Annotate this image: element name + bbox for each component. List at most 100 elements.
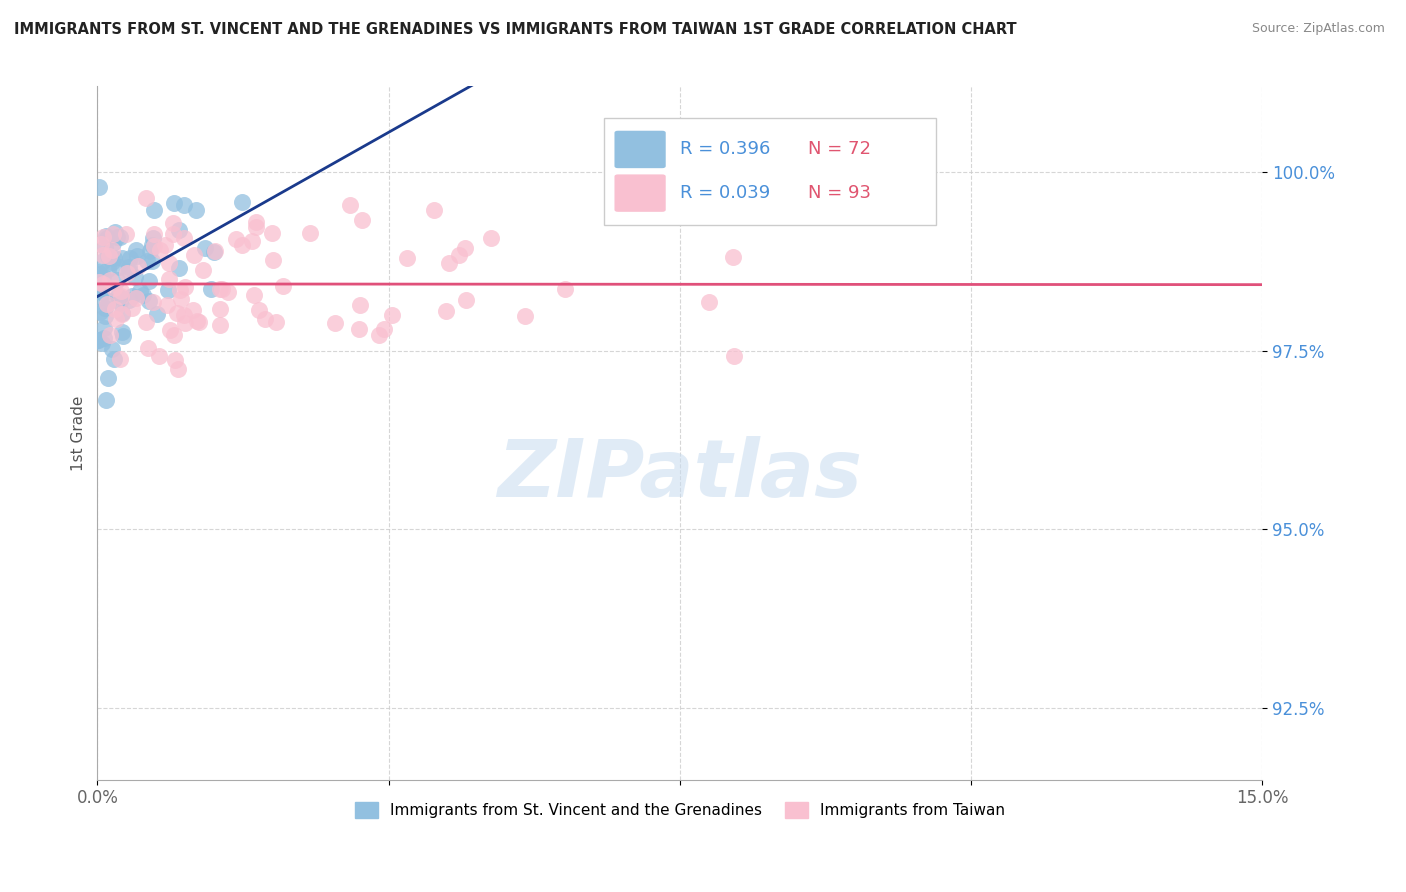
- Point: [129, 284, 152, 298]
- Point: [101, 235, 124, 250]
- Point: [98, 249, 121, 263]
- Point: [112, 329, 135, 343]
- Point: [723, 349, 745, 363]
- Text: Source: ZipAtlas.com: Source: ZipAtlas.com: [1251, 22, 1385, 36]
- Point: [103, 281, 125, 295]
- Point: [91, 248, 114, 262]
- Point: [173, 198, 195, 212]
- Point: [94, 301, 117, 316]
- Point: [349, 322, 371, 336]
- Point: [110, 229, 132, 244]
- Point: [447, 248, 470, 262]
- Point: [142, 231, 165, 245]
- Point: [188, 315, 211, 329]
- Point: [145, 307, 167, 321]
- Point: [105, 312, 128, 326]
- Point: [217, 285, 239, 300]
- Point: [697, 295, 720, 310]
- Point: [165, 352, 187, 367]
- Point: [89, 273, 111, 287]
- Point: [153, 238, 176, 252]
- Point: [381, 308, 404, 322]
- Point: [208, 301, 231, 316]
- Point: [193, 263, 215, 277]
- Point: [121, 301, 143, 316]
- Point: [87, 271, 110, 285]
- Point: [240, 234, 263, 248]
- Point: [148, 349, 170, 363]
- Point: [135, 315, 157, 329]
- Point: [91, 254, 114, 268]
- Point: [89, 285, 111, 299]
- Point: [103, 251, 125, 265]
- Point: [143, 239, 166, 253]
- Point: [231, 238, 253, 252]
- Point: [87, 333, 110, 347]
- Point: [202, 244, 225, 259]
- Point: [87, 284, 110, 298]
- Point: [373, 321, 395, 335]
- Point: [139, 244, 162, 259]
- Point: [104, 301, 127, 316]
- Point: [125, 243, 148, 257]
- Point: [170, 292, 193, 306]
- Point: [118, 293, 141, 308]
- Point: [193, 241, 215, 255]
- Point: [96, 297, 118, 311]
- Point: [91, 230, 114, 244]
- Point: [101, 227, 124, 241]
- Point: [97, 293, 120, 308]
- Point: [162, 227, 184, 241]
- Point: [96, 231, 118, 245]
- Point: [103, 352, 125, 367]
- Point: [100, 328, 122, 343]
- Point: [243, 288, 266, 302]
- Y-axis label: 1st Grade: 1st Grade: [72, 395, 86, 471]
- Point: [107, 260, 129, 274]
- Point: [110, 352, 132, 367]
- Point: [142, 294, 165, 309]
- Point: [149, 244, 172, 258]
- Point: [350, 213, 373, 227]
- Point: [111, 325, 134, 339]
- Point: [456, 293, 478, 308]
- Point: [554, 282, 576, 296]
- Point: [396, 251, 419, 265]
- Point: [124, 270, 146, 285]
- Point: [111, 291, 134, 305]
- Point: [87, 334, 110, 348]
- Point: [90, 237, 112, 252]
- Point: [423, 203, 446, 218]
- Point: [94, 240, 117, 254]
- Point: [107, 289, 129, 303]
- Point: [135, 191, 157, 205]
- Point: [111, 306, 134, 320]
- Point: [110, 284, 132, 298]
- Point: [115, 227, 138, 242]
- Point: [94, 392, 117, 407]
- Point: [98, 272, 121, 286]
- Point: [323, 316, 346, 330]
- Point: [97, 249, 120, 263]
- Point: [439, 256, 461, 270]
- Point: [115, 266, 138, 280]
- Point: [87, 180, 110, 194]
- Point: [93, 277, 115, 291]
- FancyBboxPatch shape: [614, 175, 665, 211]
- Point: [208, 318, 231, 332]
- Point: [93, 331, 115, 345]
- Point: [157, 284, 180, 298]
- Point: [125, 292, 148, 306]
- Text: ZIPatlas: ZIPatlas: [498, 435, 862, 514]
- Point: [91, 269, 114, 284]
- Point: [89, 276, 111, 290]
- Point: [245, 219, 267, 234]
- Point: [93, 310, 115, 324]
- Point: [434, 303, 457, 318]
- Text: N = 72: N = 72: [808, 140, 870, 159]
- Point: [173, 231, 195, 245]
- Point: [143, 227, 166, 242]
- Point: [224, 232, 246, 246]
- Point: [110, 289, 132, 303]
- Point: [89, 267, 111, 281]
